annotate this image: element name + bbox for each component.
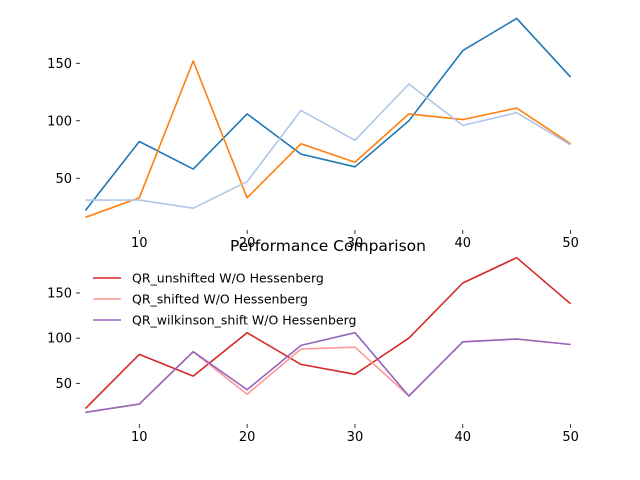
y-tick-label: 100 <box>47 332 72 347</box>
series-line-1 <box>84 256 572 410</box>
legend-label: QR_shifted W/O Hessenberg <box>132 292 308 307</box>
chart-title: Performance Comparison <box>230 237 426 255</box>
series-line-2 <box>85 338 571 414</box>
y-tick-label: 100 <box>47 114 72 129</box>
legend-label: QR_wilkinson_shift W/O Hessenberg <box>132 313 356 328</box>
series-line-3 <box>85 331 571 414</box>
x-tick-label: 30 <box>347 236 364 251</box>
x-tick-label: 50 <box>562 430 579 445</box>
x-tick-label: 10 <box>131 430 148 445</box>
series-line-1 <box>84 17 572 211</box>
y-tick-label: 150 <box>47 57 72 72</box>
series-line-2 <box>85 60 572 219</box>
y-tick-label: 150 <box>47 286 72 301</box>
series-line-3 <box>85 83 572 209</box>
chart-top: 10 20 30 40 50 50 100 150 <box>47 17 579 251</box>
chart-bottom: 10 20 30 40 50 50 100 150 Performance Comparison… <box>47 237 579 445</box>
y-tick-label: 50 <box>55 377 72 392</box>
legend-label: QR_unshifted W/O Hessenberg <box>132 271 324 286</box>
x-tick-label: 40 <box>455 430 472 445</box>
x-tick-label: 20 <box>239 430 256 445</box>
y-tick-label: 50 <box>55 172 72 187</box>
x-tick-label: 50 <box>562 236 579 251</box>
x-tick-label: 20 <box>239 236 256 251</box>
x-tick-label: 10 <box>131 236 148 251</box>
x-tick-label: 40 <box>455 236 472 251</box>
x-tick-label: 30 <box>347 430 364 445</box>
